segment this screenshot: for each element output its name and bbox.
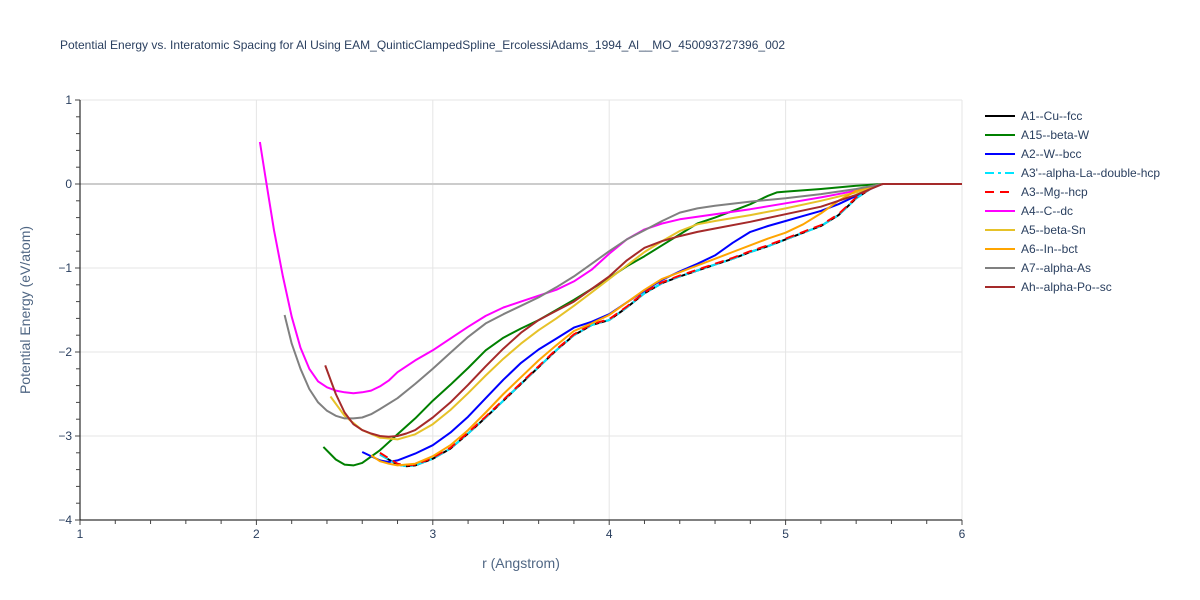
legend-item[interactable]: A3'--alpha-La--double-hcp [985, 163, 1160, 182]
legend-swatch-icon [985, 114, 1015, 117]
axes: 1 2 3 4 5 6 1 0 −1 −2 −3 −4 [58, 93, 965, 541]
legend-item[interactable]: A15--beta-W [985, 125, 1160, 144]
series-line [329, 183, 962, 441]
series-line [283, 183, 962, 420]
series-line [324, 183, 962, 438]
legend: A1--Cu--fcc A15--beta-W A2--W--bcc A3'--alp… [985, 106, 1160, 296]
legend-item[interactable]: A6--In--bct [985, 239, 1160, 258]
x-tick-label: 1 [77, 527, 84, 541]
legend-item[interactable]: A4--C--dc [985, 201, 1160, 220]
series-line [258, 141, 962, 395]
legend-swatch-icon [985, 171, 1015, 174]
legend-label: A1--Cu--fcc [1021, 108, 1083, 123]
x-tick-label: 4 [606, 527, 613, 541]
y-tick-label: −1 [58, 261, 72, 275]
y-tick-label: 1 [65, 93, 72, 107]
legend-swatch-icon [985, 285, 1015, 288]
x-axis-title: r (Angstrom) [482, 555, 560, 571]
grid-lines [80, 99, 963, 520]
legend-item[interactable]: Ah--alpha-Po--sc [985, 277, 1160, 296]
legend-label: Ah--alpha-Po--sc [1021, 279, 1112, 294]
y-axis-title: Potential Energy (eV/atom) [17, 226, 33, 394]
legend-label: A4--C--dc [1021, 203, 1074, 218]
y-tick-label: −3 [58, 429, 72, 443]
legend-item[interactable]: A7--alpha-As [985, 258, 1160, 277]
series-line [379, 183, 962, 468]
series-line [322, 183, 962, 467]
y-tick-label: −4 [58, 513, 72, 527]
series-line [361, 183, 962, 463]
x-tick-label: 5 [782, 527, 789, 541]
legend-label: A5--beta-Sn [1021, 222, 1086, 237]
legend-swatch-icon [985, 228, 1015, 231]
legend-label: A3--Mg--hcp [1021, 184, 1088, 199]
legend-label: A15--beta-W [1021, 127, 1090, 142]
legend-swatch-icon [985, 247, 1015, 250]
legend-swatch-icon [985, 209, 1015, 212]
series-line [379, 183, 962, 467]
series-line [379, 183, 962, 468]
legend-item[interactable]: A3--Mg--hcp [985, 182, 1160, 201]
legend-swatch-icon [985, 190, 1015, 193]
legend-label: A7--alpha-As [1021, 260, 1092, 275]
legend-item[interactable]: A5--beta-Sn [985, 220, 1160, 239]
legend-item[interactable]: A2--W--bcc [985, 144, 1160, 163]
x-tick-label: 6 [959, 527, 966, 541]
legend-label: A2--W--bcc [1021, 146, 1082, 161]
x-tick-label: 3 [429, 527, 436, 541]
legend-label: A3'--alpha-La--double-hcp [1021, 165, 1161, 180]
y-tick-label: −2 [58, 345, 72, 359]
legend-swatch-icon [985, 152, 1015, 155]
legend-swatch-icon [985, 133, 1015, 136]
x-tick-label: 2 [253, 527, 260, 541]
legend-label: A6--In--bct [1021, 241, 1078, 256]
legend-item[interactable]: A1--Cu--fcc [985, 106, 1160, 125]
series-line [370, 183, 962, 467]
y-tick-label: 0 [65, 177, 72, 191]
chart-title: Potential Energy vs. Interatomic Spacing… [60, 38, 786, 52]
series-lines [258, 141, 962, 468]
legend-swatch-icon [985, 266, 1015, 269]
